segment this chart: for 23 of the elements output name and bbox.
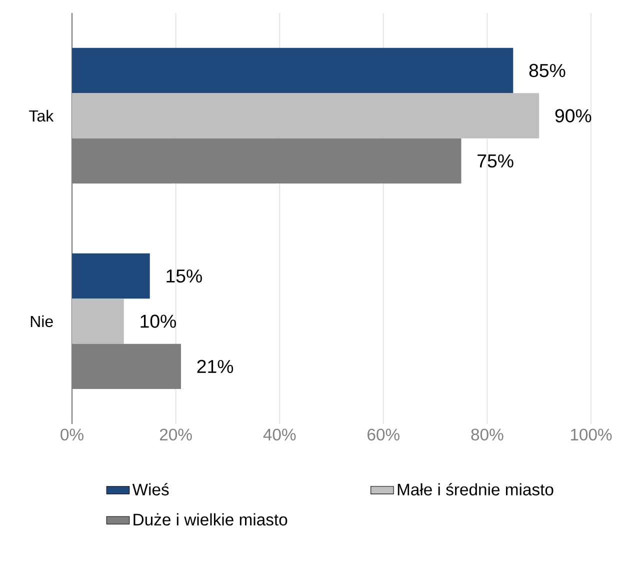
data-label: 15% <box>166 269 202 283</box>
legend-label: Wieś <box>132 483 169 496</box>
data-label: 75% <box>478 154 514 168</box>
bar <box>72 344 181 390</box>
data-label: 21% <box>197 360 234 374</box>
bar <box>72 48 514 94</box>
data-label: 90% <box>555 109 592 122</box>
x-tick-label: 80% <box>471 428 504 441</box>
data-label: 85% <box>529 64 566 78</box>
bar <box>72 253 150 299</box>
y-tick-label: Tak <box>29 110 54 122</box>
legend-label: Małe i średnie miasto <box>398 483 554 496</box>
bar <box>72 93 540 138</box>
x-tick-label: 60% <box>368 428 400 441</box>
bar <box>72 298 124 344</box>
data-label: 10% <box>140 314 176 328</box>
x-tick-label: 0% <box>60 428 84 441</box>
x-tick-label: 20% <box>160 428 192 441</box>
y-tick-label: Nie <box>30 315 53 328</box>
bar <box>72 138 462 184</box>
x-tick-label: 40% <box>263 428 296 441</box>
x-tick-label: 100% <box>570 428 612 441</box>
legend-label: Duże i wielkie miasto <box>134 513 288 526</box>
